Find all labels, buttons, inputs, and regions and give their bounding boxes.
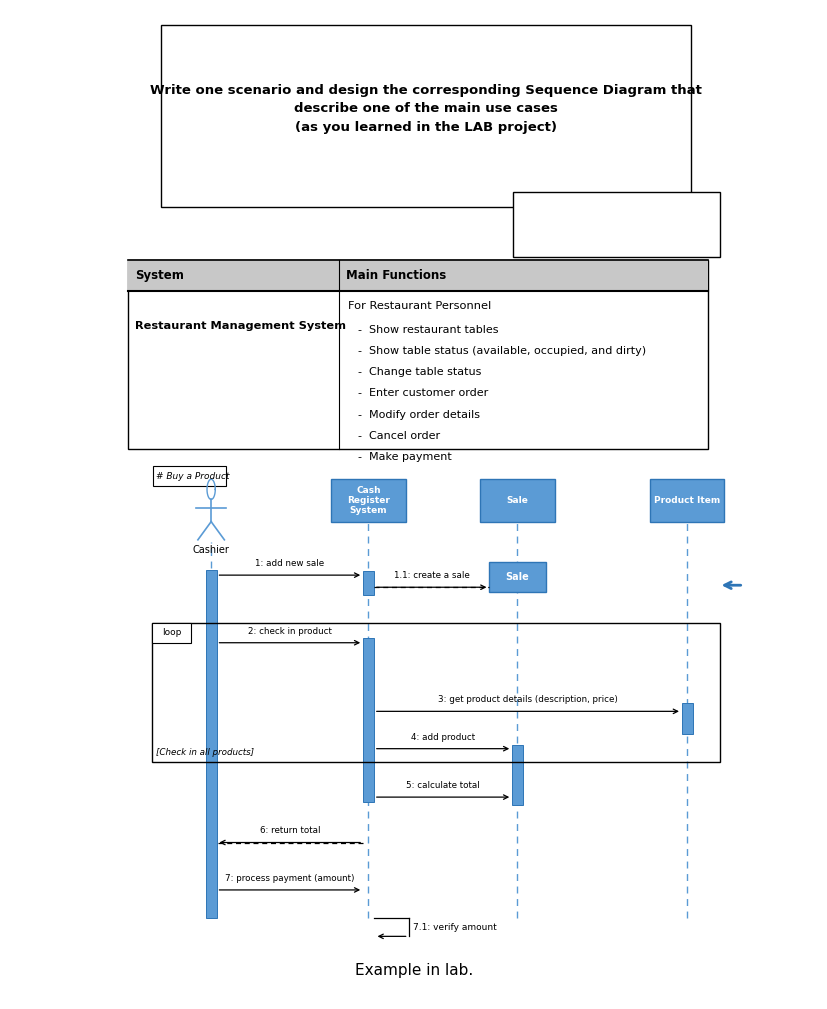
Text: -  Cancel order: - Cancel order: [357, 431, 439, 441]
Text: -  Make payment: - Make payment: [357, 452, 451, 462]
Text: Example in lab.: Example in lab.: [355, 964, 472, 978]
Bar: [513, 192, 719, 257]
Text: Main Functions: Main Functions: [346, 269, 446, 282]
Text: 7.1: verify amount: 7.1: verify amount: [412, 923, 496, 931]
Bar: [128, 260, 707, 449]
Bar: [331, 479, 405, 522]
Text: Cash
Register
System: Cash Register System: [347, 485, 390, 516]
Text: Cashier: Cashier: [193, 545, 229, 555]
Bar: [681, 703, 691, 734]
Bar: [151, 623, 719, 762]
Text: describe one of the main use cases: describe one of the main use cases: [294, 103, 557, 115]
Text: Write one scenario and design the corresponding Sequence Diagram that: Write one scenario and design the corres…: [151, 85, 701, 97]
Text: 1: add new sale: 1: add new sale: [255, 559, 324, 568]
Text: -  Change table status: - Change table status: [357, 367, 480, 377]
Text: -  Enter customer order: - Enter customer order: [357, 388, 487, 399]
Text: 2: check in product: 2: check in product: [247, 627, 332, 636]
Text: 4: add product: 4: add product: [410, 733, 475, 742]
Text: # Buy a Product: # Buy a Product: [156, 472, 230, 480]
Bar: [161, 25, 691, 207]
Text: 7: process payment (amount): 7: process payment (amount): [225, 874, 354, 883]
Bar: [489, 562, 545, 592]
Bar: [362, 638, 374, 802]
Text: -  Show table status (available, occupied, and dirty): - Show table status (available, occupied…: [357, 346, 645, 356]
Bar: [511, 745, 523, 805]
Text: [Check in all products]: [Check in all products]: [155, 748, 253, 757]
Bar: [128, 260, 707, 291]
Bar: [362, 571, 374, 595]
Bar: [205, 570, 217, 918]
Text: 5: calculate total: 5: calculate total: [405, 781, 480, 790]
Text: 6: return total: 6: return total: [259, 826, 320, 835]
Text: System: System: [135, 269, 184, 282]
Text: 3: get product details (description, price): 3: get product details (description, pri…: [437, 695, 617, 704]
Text: Product Item: Product Item: [653, 496, 719, 504]
Bar: [649, 479, 724, 522]
Text: (as you learned in the LAB project): (as you learned in the LAB project): [295, 121, 557, 133]
Text: 1.1: create a sale: 1.1: create a sale: [394, 571, 469, 580]
Text: Sale: Sale: [505, 572, 528, 582]
Text: Sale: Sale: [506, 496, 528, 504]
Bar: [153, 466, 226, 486]
Text: -  Show restaurant tables: - Show restaurant tables: [357, 325, 498, 335]
Bar: [480, 479, 554, 522]
Text: -  Modify order details: - Modify order details: [357, 410, 479, 420]
Text: For Restaurant Personnel: For Restaurant Personnel: [347, 301, 490, 311]
Bar: [151, 623, 191, 643]
Text: Restaurant Management System: Restaurant Management System: [135, 321, 346, 331]
Text: loop: loop: [161, 629, 181, 637]
